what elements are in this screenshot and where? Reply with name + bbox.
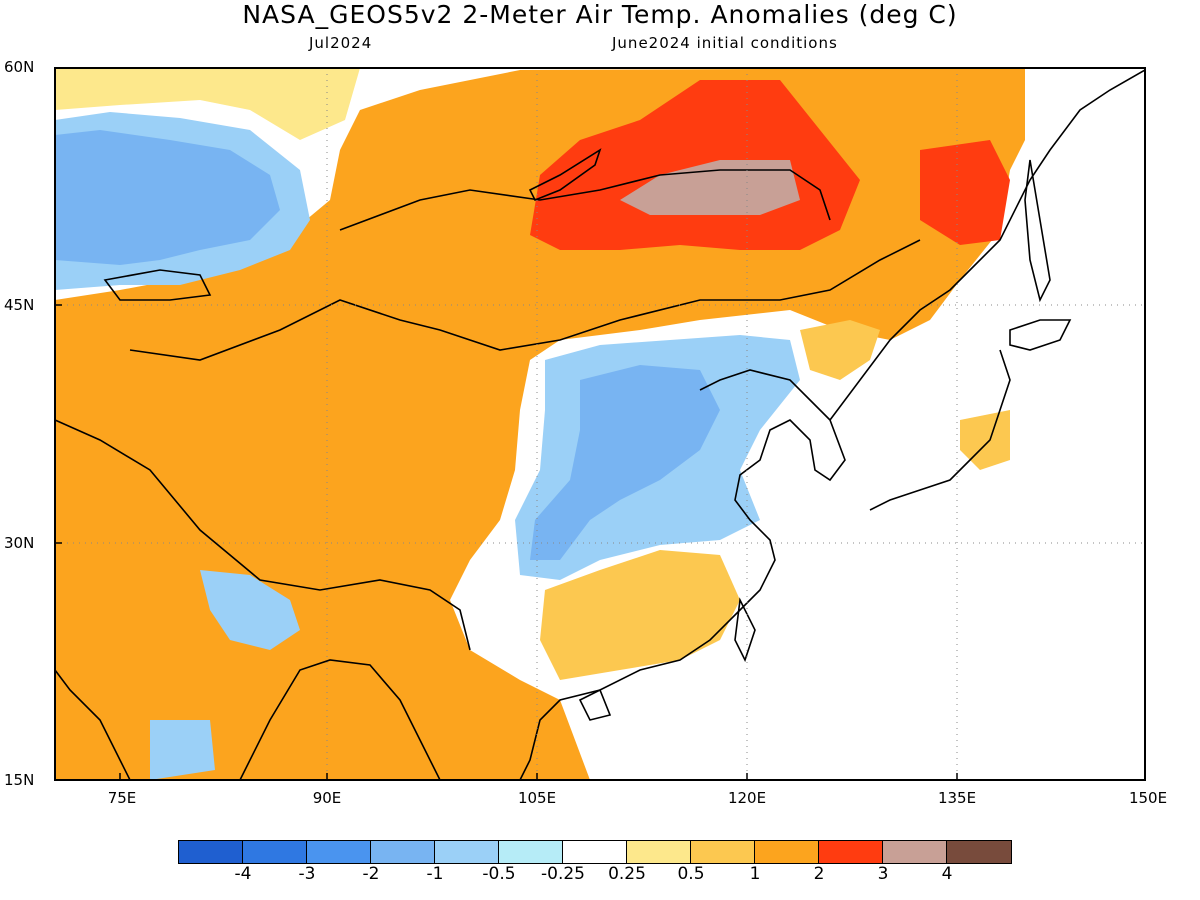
lon-label-105e: 105E xyxy=(517,789,557,807)
colorbar-label: 2 xyxy=(813,864,825,884)
lat-label-30n: 30N xyxy=(4,534,35,552)
colorbar-box xyxy=(691,841,755,863)
hainan-outline xyxy=(578,688,612,721)
colorbar xyxy=(178,840,1012,864)
lat-label-15n: 15N xyxy=(4,771,35,789)
japan-honshu-outline xyxy=(869,349,1011,511)
himalaya-border xyxy=(55,419,471,651)
taiwan-outline xyxy=(734,597,756,663)
axis-ticks xyxy=(55,304,958,780)
anomaly-region-plus05-korea xyxy=(800,320,880,380)
initial-conditions: June2024 initial conditions xyxy=(612,34,838,52)
colorbar-label: -2 xyxy=(362,864,380,884)
lon-label-120e: 120E xyxy=(727,789,767,807)
japan-hokkaido-outline xyxy=(1009,319,1072,351)
sakhalin-outline xyxy=(1024,159,1051,303)
mongolia-china-border xyxy=(129,239,921,361)
lon-label-135e: 135E xyxy=(937,789,977,807)
anomaly-region-minus05-himalaya xyxy=(200,570,300,650)
colorbar-label: -4 xyxy=(234,864,252,884)
colorbar-box xyxy=(179,841,243,863)
colorbar-box xyxy=(947,841,1011,863)
anomaly-region-minus05-india xyxy=(150,720,215,780)
anomaly-field xyxy=(55,68,1145,780)
colorbar-box xyxy=(883,841,947,863)
anomaly-region-plus2-northeast xyxy=(920,140,1010,245)
anomaly-region-plus05-south-china xyxy=(540,550,740,680)
india-west-coast xyxy=(55,669,131,780)
coastlines-borders xyxy=(55,69,1145,780)
colorbar-label: 0.25 xyxy=(608,864,646,884)
colorbar-box xyxy=(563,841,627,863)
anomaly-region-minus1-kazakhstan xyxy=(55,130,280,265)
colorbar-box xyxy=(755,841,819,863)
lake-baikal xyxy=(528,148,602,202)
forecast-month: Jul2024 xyxy=(309,34,373,52)
lon-label-90e: 90E xyxy=(312,789,342,807)
colorbar-label: 0.5 xyxy=(677,864,705,884)
colorbar-label: -1 xyxy=(426,864,444,884)
anomaly-region-plus05-japan xyxy=(960,410,1010,470)
colorbar-box xyxy=(819,841,883,863)
russia-mongolia-border xyxy=(339,169,831,231)
map-frame xyxy=(54,67,1146,781)
map-title: NASA_GEOS5v2 2-Meter Air Temp. Anomalies… xyxy=(242,0,958,29)
anomaly-region-plus3 xyxy=(620,160,800,215)
colorbar-label: 4 xyxy=(941,864,953,884)
colorbar-box xyxy=(371,841,435,863)
colorbar-box xyxy=(627,841,691,863)
russia-coastline xyxy=(829,69,1145,421)
aral-balkhash-lakes xyxy=(103,269,212,301)
colorbar-label: 3 xyxy=(877,864,889,884)
colorbar-label: -0.25 xyxy=(541,864,585,884)
lon-label-75e: 75E xyxy=(107,789,137,807)
colorbar-label: 1 xyxy=(749,864,761,884)
colorbar-label: -0.5 xyxy=(482,864,516,884)
colorbar-box xyxy=(243,841,307,863)
colorbar-box xyxy=(435,841,499,863)
china-coastline xyxy=(519,369,846,780)
colorbar-box xyxy=(307,841,371,863)
anomaly-region-plus025-northwest xyxy=(55,68,360,140)
bay-of-bengal-coast xyxy=(239,659,441,780)
colorbar-box xyxy=(499,841,563,863)
anomaly-region-minus1-east-china xyxy=(530,365,720,560)
colorbar-label: -3 xyxy=(298,864,316,884)
lon-label-150e: 150E xyxy=(1128,789,1168,807)
lat-label-45n: 45N xyxy=(4,296,35,314)
lat-label-60n: 60N xyxy=(4,58,35,76)
